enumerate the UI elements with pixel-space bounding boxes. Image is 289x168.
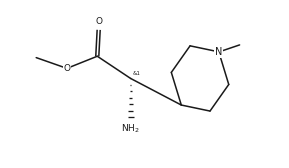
Text: O: O <box>95 17 102 26</box>
Text: NH$_2$: NH$_2$ <box>121 122 140 135</box>
Text: N: N <box>215 47 223 57</box>
Text: O: O <box>63 64 70 73</box>
Text: &1: &1 <box>133 71 141 76</box>
